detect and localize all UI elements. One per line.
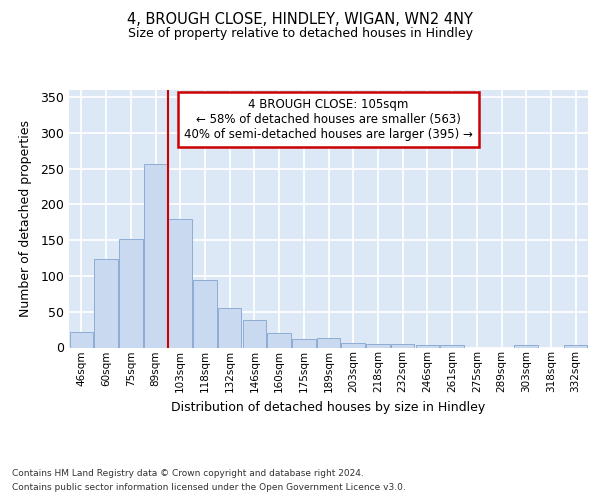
- Text: 4, BROUGH CLOSE, HINDLEY, WIGAN, WN2 4NY: 4, BROUGH CLOSE, HINDLEY, WIGAN, WN2 4NY: [127, 12, 473, 28]
- Text: Contains public sector information licensed under the Open Government Licence v3: Contains public sector information licen…: [12, 484, 406, 492]
- Text: Contains HM Land Registry data © Crown copyright and database right 2024.: Contains HM Land Registry data © Crown c…: [12, 468, 364, 477]
- Bar: [391, 344, 415, 348]
- Text: 4 BROUGH CLOSE: 105sqm
← 58% of detached houses are smaller (563)
40% of semi-de: 4 BROUGH CLOSE: 105sqm ← 58% of detached…: [184, 98, 473, 140]
- Bar: [144, 164, 167, 348]
- Text: Size of property relative to detached houses in Hindley: Size of property relative to detached ho…: [128, 28, 473, 40]
- Bar: [440, 344, 464, 348]
- Y-axis label: Number of detached properties: Number of detached properties: [19, 120, 32, 318]
- Bar: [268, 333, 291, 347]
- Bar: [193, 280, 217, 347]
- Bar: [70, 332, 93, 347]
- X-axis label: Distribution of detached houses by size in Hindley: Distribution of detached houses by size …: [172, 400, 485, 413]
- Bar: [242, 320, 266, 347]
- Bar: [169, 219, 192, 348]
- Bar: [416, 344, 439, 348]
- Bar: [94, 259, 118, 348]
- Bar: [317, 338, 340, 347]
- Bar: [514, 346, 538, 348]
- Bar: [341, 343, 365, 347]
- Bar: [292, 339, 316, 347]
- Bar: [564, 346, 587, 348]
- Bar: [119, 240, 143, 348]
- Bar: [218, 308, 241, 348]
- Bar: [366, 344, 389, 348]
